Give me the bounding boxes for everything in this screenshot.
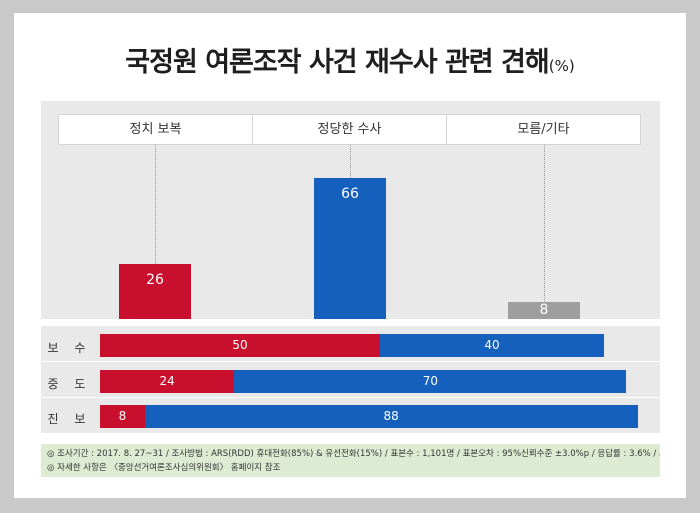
leader-line bbox=[544, 145, 545, 302]
bar-1: 66 bbox=[314, 178, 386, 319]
segment-value-label: 70 bbox=[422, 374, 439, 388]
header-divider bbox=[252, 115, 253, 144]
bar-2: 8 bbox=[508, 301, 580, 319]
title-text: 국정원 여론조작 사건 재수사 관련 견해 bbox=[125, 47, 549, 78]
row-label-conservative: 보 수 bbox=[47, 341, 92, 355]
category-header: 정치 보복 정당한 수사 모름/기타 bbox=[58, 114, 641, 145]
header-divider bbox=[446, 115, 447, 144]
footnote-line-2: ◎ 자세한 사항은 〈중앙선거여론조사심의위원회〉 홈페이지 참조 bbox=[47, 463, 281, 473]
chart-title: 국정원 여론조작 사건 재수사 관련 견해(%) bbox=[0, 40, 700, 79]
footnote-line-1: ◎ 조사기간 : 2017. 8. 27~31 / 조사방법 : ARS(RDD… bbox=[47, 449, 660, 459]
row-separator bbox=[41, 397, 660, 398]
leader-line bbox=[350, 145, 351, 179]
bar-0: 26 bbox=[119, 263, 191, 319]
segment-value-label: 50 bbox=[232, 338, 248, 352]
row-label-moderate: 중 도 bbox=[47, 377, 92, 391]
row-label-progressive: 진 보 bbox=[47, 412, 92, 426]
stack-red-segment-2: 8 bbox=[100, 405, 145, 428]
category-label-2: 모름/기타 bbox=[517, 122, 570, 137]
title-unit: (%) bbox=[548, 57, 575, 75]
segment-value-label: 24 bbox=[159, 374, 175, 388]
row-separator bbox=[41, 361, 660, 362]
segment-value-label: 8 bbox=[118, 409, 127, 423]
bar-value-label: 8 bbox=[539, 301, 549, 318]
stack-blue-segment-2: 88 bbox=[144, 405, 638, 428]
bar-value-label: 26 bbox=[146, 271, 164, 288]
leader-line bbox=[155, 145, 156, 264]
segment-value-label: 88 bbox=[383, 409, 399, 423]
category-label-0: 정치 보복 bbox=[129, 122, 182, 137]
category-label-1: 정당한 수사 bbox=[317, 122, 382, 137]
stack-blue-segment-0: 40 bbox=[380, 334, 604, 357]
segment-value-label: 40 bbox=[484, 338, 500, 352]
survey-footnote: ◎ 조사기간 : 2017. 8. 27~31 / 조사방법 : ARS(RDD… bbox=[41, 444, 660, 477]
stack-red-segment-0: 50 bbox=[100, 334, 380, 357]
bar-value-label: 66 bbox=[341, 186, 359, 203]
stack-red-segment-1: 24 bbox=[100, 370, 235, 393]
stack-blue-segment-1: 70 bbox=[234, 370, 627, 393]
